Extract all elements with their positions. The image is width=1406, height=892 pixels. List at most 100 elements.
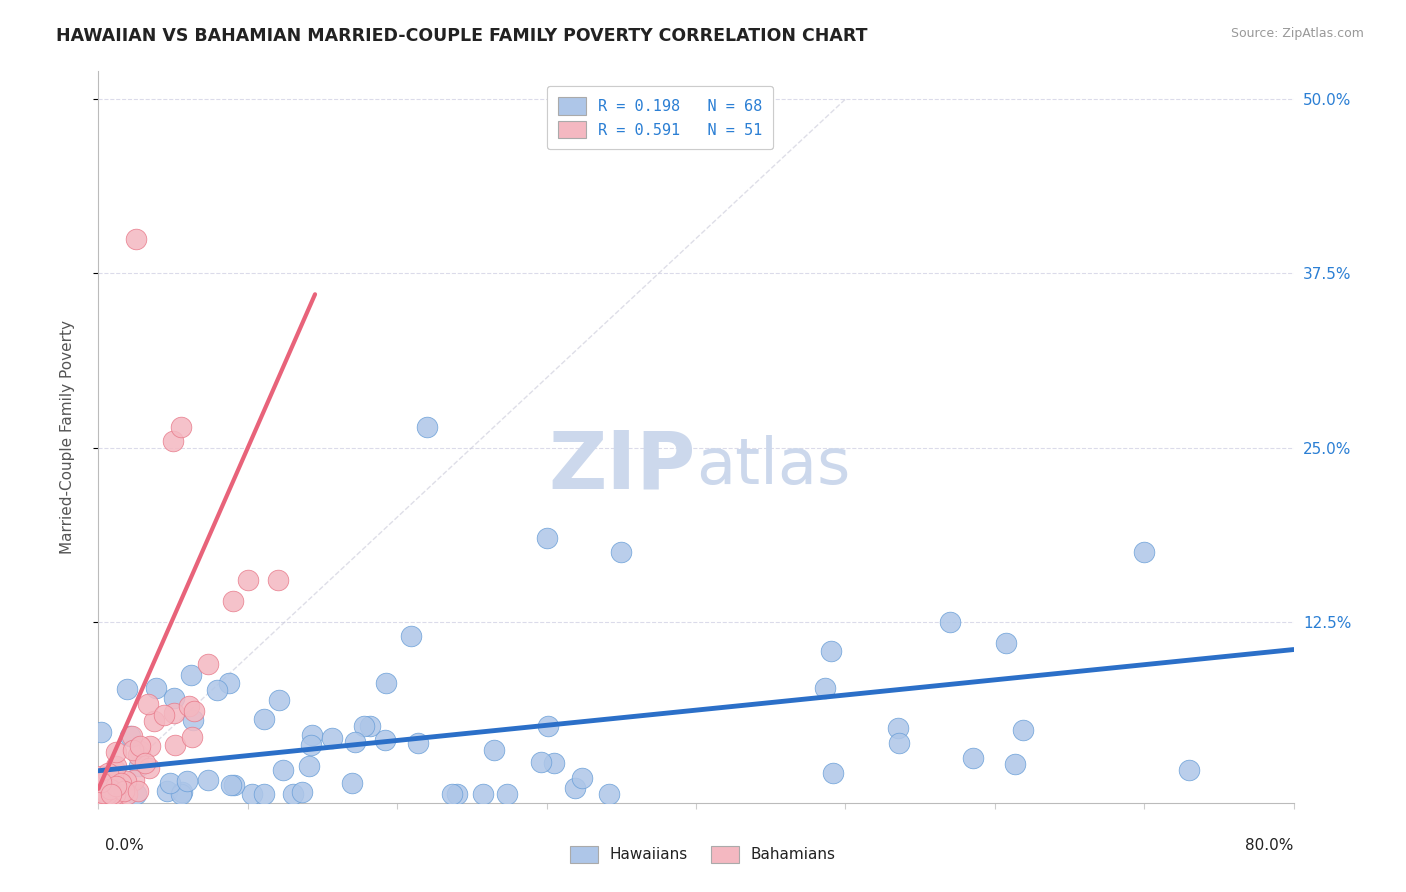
Point (496, 788, 519, 802)
Point (104, 763, 127, 777)
Point (170, 788, 193, 802)
Point (962, 751, 984, 765)
Point (291, 785, 314, 799)
Point (1004, 757, 1026, 772)
Point (115, 774, 138, 789)
Text: 80.0%: 80.0% (1246, 838, 1294, 854)
Point (183, 704, 205, 718)
Point (98, 788, 121, 802)
Point (105, 779, 128, 793)
Point (125, 788, 148, 802)
Point (170, 785, 193, 799)
Point (138, 761, 160, 775)
Y-axis label: Married-Couple Family Poverty: Married-Couple Family Poverty (60, 320, 75, 554)
Point (165, 739, 187, 753)
Point (100, 781, 122, 796)
Point (127, 784, 149, 798)
Point (125, 231, 148, 245)
Point (267, 573, 290, 587)
Point (134, 756, 156, 770)
Point (107, 788, 129, 802)
Point (90, 769, 112, 783)
Point (163, 691, 186, 706)
Point (115, 681, 138, 696)
Point (104, 788, 127, 802)
Point (471, 788, 494, 802)
Point (104, 788, 127, 802)
Point (94, 783, 117, 797)
Point (177, 698, 200, 713)
Point (939, 615, 962, 629)
Point (299, 738, 322, 752)
Point (122, 743, 145, 757)
Point (321, 731, 343, 745)
Point (207, 682, 229, 697)
Point (408, 736, 430, 750)
Point (91, 786, 114, 800)
Point (253, 712, 276, 726)
Point (823, 765, 845, 780)
Point (281, 788, 304, 802)
Point (399, 629, 422, 643)
Point (887, 736, 910, 750)
Point (180, 668, 202, 682)
Point (145, 681, 167, 695)
Point (100, 788, 122, 802)
Point (1133, 545, 1156, 559)
Point (128, 759, 150, 773)
Point (598, 788, 620, 802)
Point (374, 676, 396, 690)
Point (89, 782, 111, 797)
Point (97, 772, 120, 786)
Point (340, 776, 363, 790)
Point (176, 774, 198, 789)
Point (441, 788, 464, 802)
Point (343, 735, 366, 749)
Point (571, 771, 593, 785)
Legend: R = 0.198   N = 68, R = 0.591   N = 51: R = 0.198 N = 68, R = 0.591 N = 51 (547, 87, 773, 149)
Point (136, 698, 159, 712)
Text: HAWAIIAN VS BAHAMIAN MARRIED-COUPLE FAMILY POVERTY CORRELATION CHART: HAWAIIAN VS BAHAMIAN MARRIED-COUPLE FAMI… (56, 27, 868, 45)
Point (298, 759, 321, 773)
Point (129, 739, 152, 753)
Point (118, 729, 141, 743)
Text: Source: ZipAtlas.com: Source: ZipAtlas.com (1230, 27, 1364, 40)
Point (197, 773, 219, 788)
Point (236, 573, 259, 587)
Point (104, 745, 127, 759)
Point (90, 775, 112, 789)
Point (1012, 723, 1035, 737)
Point (820, 644, 842, 658)
Point (96, 773, 118, 788)
Point (105, 758, 128, 772)
Point (446, 788, 468, 802)
Point (169, 419, 191, 434)
Point (97, 766, 120, 780)
Point (269, 693, 291, 707)
Legend: Hawaiians, Bahamians: Hawaiians, Bahamians (558, 833, 848, 875)
Point (887, 721, 910, 735)
Point (359, 719, 381, 733)
Point (253, 788, 276, 802)
Point (100, 788, 122, 802)
Point (183, 713, 205, 727)
Point (1178, 764, 1201, 778)
Point (240, 788, 263, 802)
Text: ZIP: ZIP (548, 427, 696, 506)
Point (96, 788, 118, 802)
Point (994, 636, 1017, 650)
Point (374, 733, 396, 747)
Point (416, 419, 439, 434)
Point (96, 781, 118, 796)
Point (89, 788, 111, 802)
Point (271, 763, 294, 777)
Point (482, 743, 505, 757)
Point (153, 707, 176, 722)
Point (162, 434, 184, 448)
Point (224, 778, 246, 792)
Point (222, 594, 245, 608)
Point (219, 778, 242, 792)
Point (121, 729, 143, 743)
Point (139, 739, 162, 753)
Point (543, 756, 565, 770)
